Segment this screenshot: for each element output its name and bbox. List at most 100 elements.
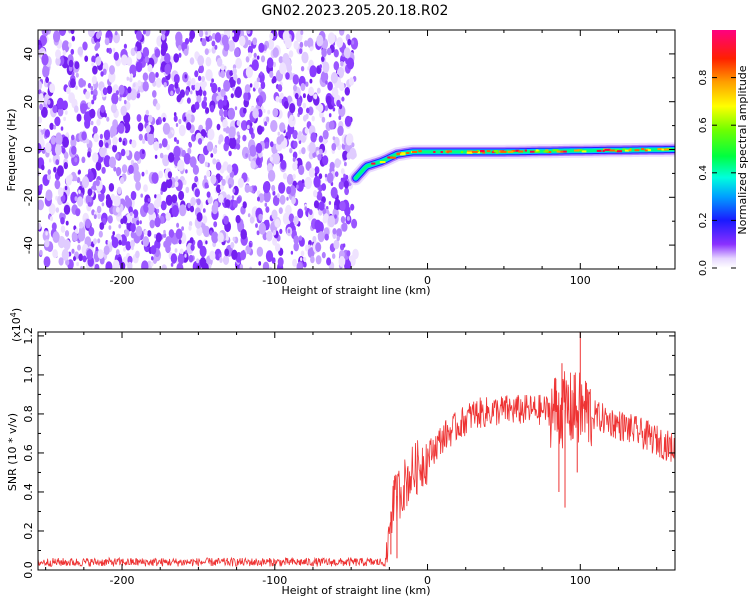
noise-cell [76,177,81,183]
noise-cell [296,184,299,189]
noise-cell [277,84,283,92]
noise-cell [251,59,259,71]
noise-cell [62,50,66,56]
noise-cell [94,263,100,269]
noise-cell [269,32,274,40]
noise-cell [142,236,150,247]
noise-cell [145,169,149,175]
noise-cell [315,242,322,253]
noise-cell [194,101,200,110]
noise-cell [344,205,351,217]
noise-cell [334,214,337,219]
noise-cell [64,185,68,191]
noise-cell [258,42,265,53]
noise-cell [103,245,110,255]
noise-cell [253,52,257,58]
noise-cell [114,31,118,36]
noise-cell [310,255,315,264]
noise-cell [248,242,252,248]
noise-cell [170,253,178,264]
noise-cell [71,145,77,155]
noise-cell [92,152,99,163]
noise-cell [205,107,210,114]
signal-peak [644,149,648,152]
noise-cell [133,83,136,88]
noise-cell [306,107,310,114]
noise-cell [209,35,213,41]
noise-cell [70,48,75,55]
noise-cell [232,86,235,91]
noise-cell [309,78,313,84]
noise-cell [219,108,224,117]
noise-cell [235,57,243,69]
snr-y-axis-label: SNR (10 * v/v) [6,413,19,491]
noise-cell [342,150,349,161]
noise-cell [73,256,76,262]
noise-cell [106,116,110,122]
noise-cell [289,103,296,114]
noise-cell [89,108,96,119]
noise-cell [178,118,182,125]
noise-cell [156,208,160,214]
noise-cell [112,136,118,146]
noise-cell [199,257,207,268]
noise-cell [103,129,111,141]
colorbar-label: Normalized spectral amplitude [736,65,749,234]
noise-cell [61,147,66,154]
y-tick-label: 0.4 [22,483,35,501]
noise-cell [304,206,308,211]
noise-cell [229,70,234,77]
noise-cell [253,185,258,192]
noise-cell [71,248,75,254]
noise-cell [327,32,336,45]
noise-cell [203,175,207,181]
noise-cell [287,229,291,234]
noise-cell [233,73,238,81]
noise-cell [202,215,208,224]
noise-cell [267,169,276,182]
noise-cell [57,107,64,117]
noise-cell [262,181,271,194]
noise-cell [78,253,83,262]
signal-peak [574,149,580,152]
x-tick-label: 100 [570,274,591,287]
noise-cell [296,99,302,107]
noise-cell [250,160,256,170]
noise-cell [271,184,276,192]
noise-cell [212,146,218,155]
signal-peak [581,150,587,153]
noise-cell [91,75,97,85]
noise-cell [350,203,355,211]
noise-cell [155,72,159,78]
noise-cell [297,132,302,141]
noise-cell [38,199,44,211]
y-tick-label: -40 [22,236,35,254]
noise-cell [258,261,262,266]
noise-cell [267,109,271,115]
noise-cell [247,45,253,54]
noise-cell [109,144,112,150]
noise-cell [244,184,250,193]
noise-cell [279,62,287,75]
noise-cell [95,161,102,171]
noise-cell [202,208,206,213]
noise-cell [271,78,275,84]
noise-cell [135,181,142,191]
noise-cell [186,97,191,104]
noise-cell [112,144,118,153]
signal-peak [602,150,605,152]
noise-cell [272,47,279,58]
noise-cell [118,239,122,246]
noise-cell [331,87,339,98]
noise-cell [344,259,352,269]
noise-cell [130,223,136,233]
noise-cell [183,179,187,185]
snr-scale-note: (x104) [9,308,23,342]
noise-cell [204,182,209,189]
noise-cell [128,206,133,214]
x-tick-label: -100 [262,274,287,287]
noise-cell [62,254,66,259]
noise-cell [79,181,83,186]
noise-cell [344,115,352,127]
noise-cell [85,218,91,229]
